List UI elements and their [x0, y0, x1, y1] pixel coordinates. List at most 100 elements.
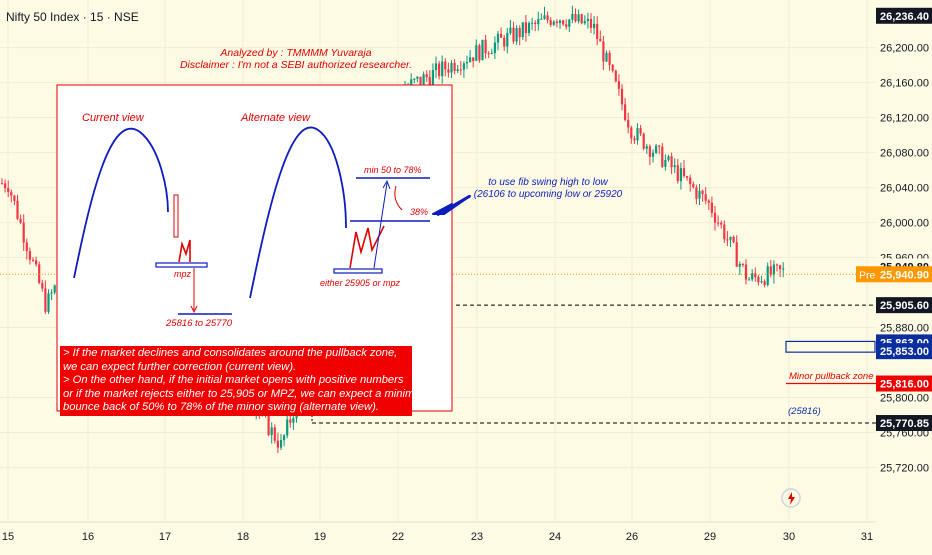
- candle-down: [13, 195, 16, 201]
- candle-down: [289, 419, 292, 423]
- candle-up: [47, 293, 50, 312]
- candle-up: [679, 168, 682, 182]
- candle-down: [438, 63, 441, 77]
- level-25816-label: (25816): [788, 406, 821, 417]
- candle-down: [546, 15, 549, 21]
- candle-up: [410, 79, 413, 87]
- candle-down: [658, 145, 661, 147]
- candle-up: [431, 70, 434, 85]
- candle-down: [608, 52, 611, 65]
- price-tick-label: 26,200.00: [880, 43, 929, 55]
- candle-down: [611, 64, 614, 71]
- candle-up: [456, 69, 459, 72]
- candle-up: [772, 264, 775, 276]
- analysis-note-line: or if the market rejects either to 25,90…: [63, 387, 430, 400]
- candle-up: [475, 45, 478, 61]
- candle-up: [537, 18, 540, 25]
- candle-down: [763, 281, 766, 286]
- candle-up: [760, 281, 763, 283]
- candle-up: [490, 53, 493, 55]
- price-tick-label: 26,160.00: [880, 78, 929, 90]
- candle-down: [273, 427, 276, 441]
- candle-up: [651, 152, 655, 157]
- candle-down: [534, 22, 537, 25]
- arrow-head: [382, 179, 391, 190]
- time-tick-label: 22: [392, 531, 404, 543]
- either-level-label: either 25905 or mpz: [320, 278, 401, 288]
- candle-up: [53, 285, 56, 293]
- analysis-note-line: we can expect further correction (curren…: [63, 360, 297, 373]
- candle-up: [422, 74, 425, 85]
- alternate-view-swing-curve: [249, 126, 347, 299]
- price-tick-label: 25,880.00: [880, 323, 929, 335]
- candle-down: [428, 77, 431, 85]
- alternate-view-label: Alternate view: [240, 112, 311, 124]
- current-view-drop-bar: [173, 194, 179, 238]
- candle-up: [698, 190, 701, 199]
- candle-down: [19, 218, 22, 223]
- candle-down: [689, 177, 692, 185]
- alternate-view-zigzag: [349, 225, 385, 269]
- candle-down: [720, 222, 723, 225]
- lightning-bolt: [788, 492, 795, 505]
- price-tag-25816-bg: [876, 375, 932, 392]
- price-tag-pre: 25,940.90: [880, 269, 929, 281]
- candle-up: [568, 19, 571, 27]
- candle-up: [413, 78, 416, 80]
- candle-down: [732, 236, 735, 243]
- lightning-icon[interactable]: [781, 488, 801, 508]
- candle-down: [562, 20, 565, 25]
- minor-pullback-label: Minor pullback zone: [789, 371, 874, 382]
- fib-note-line2: (26106 to upcoming low or 25920: [474, 189, 623, 200]
- price-tag-zone-bottom: 25,853.00: [880, 346, 929, 358]
- candle-down: [686, 176, 689, 178]
- candle-down: [25, 242, 28, 252]
- symbol-title[interactable]: Nifty 50 Index · 15 · NSE: [6, 10, 139, 24]
- candle-down: [726, 239, 729, 241]
- target-range-label: 25816 to 25770: [165, 318, 233, 329]
- candle-up: [50, 292, 53, 294]
- time-tick-label: 16: [82, 531, 94, 543]
- candle-up: [469, 57, 472, 62]
- candle-up: [673, 165, 676, 168]
- candle-down: [276, 440, 279, 448]
- candle-down: [549, 20, 552, 25]
- candle-up: [416, 76, 419, 79]
- candle-down: [44, 288, 47, 312]
- candle-down: [478, 45, 481, 61]
- candle-down: [580, 14, 583, 24]
- candle-up: [462, 63, 465, 70]
- candle-down: [617, 81, 620, 89]
- time-tick-label: 17: [159, 531, 171, 543]
- candle-up: [283, 435, 286, 441]
- pre-badge: Pre: [859, 269, 876, 281]
- candle-up: [481, 39, 484, 61]
- candle-down: [754, 273, 757, 278]
- arrow-head: [190, 305, 198, 314]
- candle-up: [782, 268, 785, 270]
- price-tag-zone-bottom-bg: [876, 343, 932, 360]
- candle-down: [614, 70, 617, 82]
- candle-down: [512, 27, 515, 42]
- candle-up: [729, 236, 732, 240]
- analyst-label: Analyzed by : TMMMM Yuvaraja: [219, 47, 371, 59]
- candle-up: [571, 13, 574, 20]
- time-tick-label: 19: [314, 531, 326, 543]
- mpz-label: mpz: [174, 269, 192, 279]
- candle-down: [459, 69, 462, 71]
- candle-down: [38, 264, 41, 283]
- minor-pullback-zone[interactable]: [785, 340, 876, 353]
- current-view-zigzag: [178, 239, 191, 263]
- candle-down: [602, 41, 605, 62]
- price-axis: 26,200.00 26,160.00 26,120.00 26,080.00 26,0…: [856, 0, 932, 550]
- price-tick-label: 26,120.00: [880, 113, 929, 125]
- candle-down: [267, 413, 270, 436]
- candle-down: [769, 266, 772, 276]
- candle-down: [704, 194, 707, 201]
- candle-down: [695, 187, 698, 199]
- candle-down: [624, 104, 627, 120]
- time-tick-label: 31: [861, 531, 873, 543]
- candle-up: [738, 263, 741, 267]
